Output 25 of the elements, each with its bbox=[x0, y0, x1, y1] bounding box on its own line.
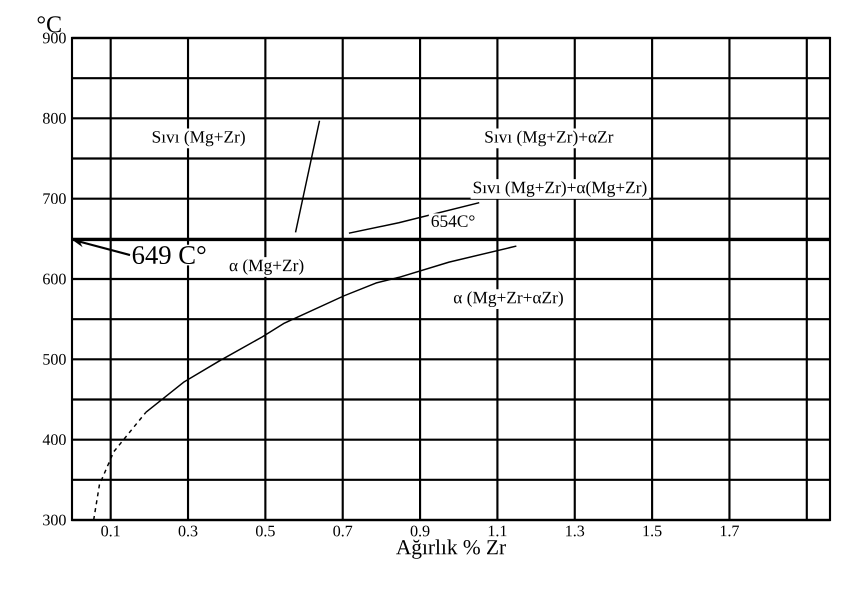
x-tick-label: 0.3 bbox=[178, 526, 198, 536]
y-tick-label: 400 bbox=[42, 434, 66, 446]
annotation: α (Mg+Zr+αZr) bbox=[454, 291, 563, 307]
x-tick-label: 0.5 bbox=[256, 526, 275, 536]
annotation: α (Mg+Zr) bbox=[230, 259, 304, 275]
x-tick-label: 0.1 bbox=[101, 526, 120, 536]
x-tick-label: 1.1 bbox=[488, 526, 506, 536]
y-tick-label: 500 bbox=[43, 354, 66, 365]
x-tick-label: 1.5 bbox=[644, 526, 662, 536]
annotation: 654C° bbox=[432, 215, 474, 228]
annotation: Sıvı (Mg+Zr) bbox=[152, 130, 245, 146]
y-tick-label: 300 bbox=[43, 514, 66, 526]
y-tick-label: 800 bbox=[43, 112, 66, 124]
annotation: Sıvı (Mg+Zr)+αZr bbox=[485, 130, 614, 146]
y-tick-label: 700 bbox=[43, 193, 66, 204]
annotation: Sıvı (Mg+Zr)+α(Mg+Zr) bbox=[474, 181, 646, 197]
x-axis-title: Ağırlık % Zr bbox=[396, 539, 506, 559]
y-tick-label: 900 bbox=[42, 32, 66, 44]
x-tick-label: 1.7 bbox=[720, 526, 739, 536]
x-tick-label: 0.7 bbox=[333, 526, 352, 536]
x-tick-label: 1.3 bbox=[566, 526, 584, 536]
y-tick-label: 600 bbox=[43, 274, 66, 284]
y-axis-title: °C bbox=[38, 16, 61, 32]
ref-line-label: 649 C° bbox=[132, 246, 206, 264]
x-tick-label: 0.9 bbox=[410, 526, 430, 536]
